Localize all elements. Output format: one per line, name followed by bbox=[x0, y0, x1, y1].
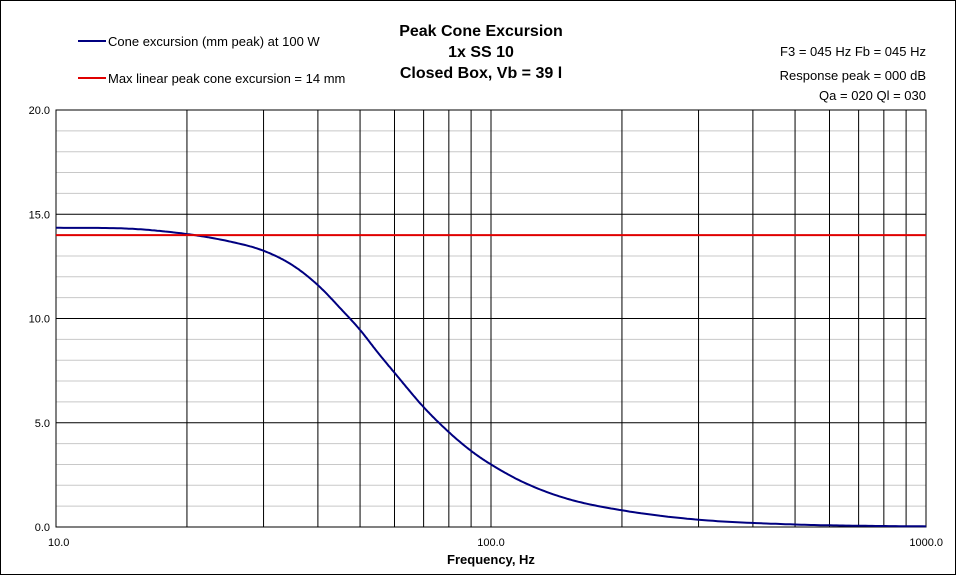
chart-title-line-3: Closed Box, Vb = 39 l bbox=[400, 65, 562, 82]
legend-label-max-linear: Max linear peak cone excursion = 14 mm bbox=[108, 71, 345, 86]
y-tick-label: 10.0 bbox=[29, 314, 50, 326]
info-qa-ql: Qa = 020 Ql = 030 bbox=[819, 88, 926, 103]
excursion-curve bbox=[56, 226, 927, 528]
y-tick-label: 15.0 bbox=[29, 209, 50, 221]
x-axis-label: Frequency, Hz bbox=[447, 552, 535, 567]
chart-title-line-2: 1x SS 10 bbox=[448, 44, 514, 61]
plot-area-border bbox=[55, 109, 927, 528]
chart-title-line-1: Peak Cone Excursion bbox=[399, 23, 563, 40]
x-tick-label: 1000.0 bbox=[909, 537, 943, 549]
legend-label-excursion: Cone excursion (mm peak) at 100 W bbox=[108, 34, 320, 49]
x-tick-label: 10.0 bbox=[48, 537, 69, 549]
y-tick-label: 0.0 bbox=[35, 522, 50, 534]
info-response-peak: Response peak = 000 dB bbox=[780, 68, 926, 83]
y-tick-label: 5.0 bbox=[35, 418, 50, 430]
y-tick-label: 20.0 bbox=[29, 105, 50, 117]
x-tick-label: 100.0 bbox=[477, 537, 505, 549]
info-f3-fb: F3 = 045 Hz Fb = 045 Hz bbox=[780, 44, 926, 59]
